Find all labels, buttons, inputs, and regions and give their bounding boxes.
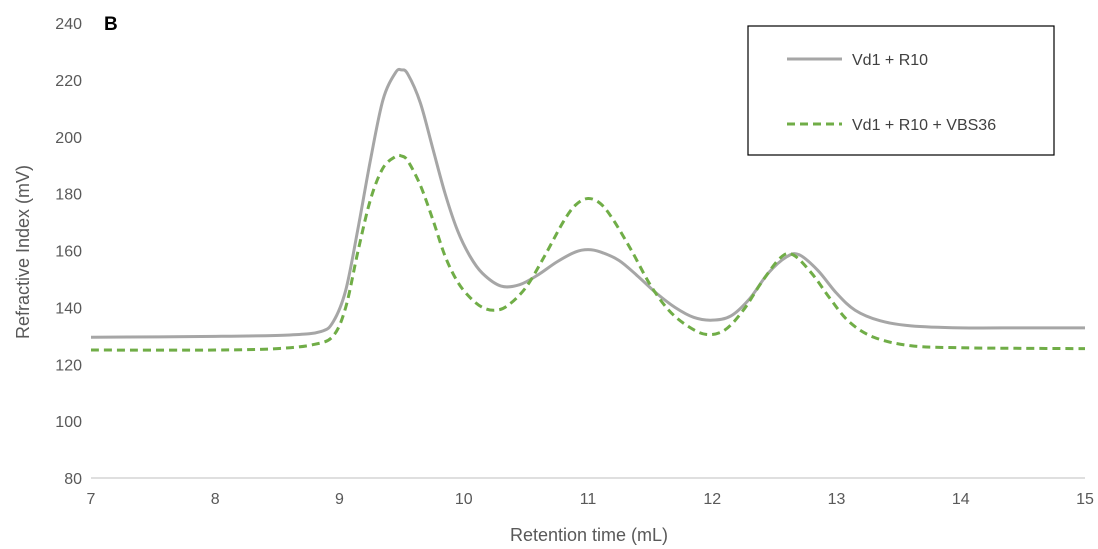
y-tick-label: 220 <box>55 73 82 90</box>
y-tick-label: 120 <box>55 357 82 374</box>
legend-box <box>747 25 1055 156</box>
legend: Vd1 + R10 Vd1 + R10 + VBS36 <box>747 25 1055 156</box>
x-tick-label: 11 <box>580 491 597 508</box>
panel-label: B <box>104 14 118 35</box>
y-tick-label: 180 <box>55 187 82 204</box>
x-tick-label: 13 <box>828 491 846 508</box>
x-tick-label: 15 <box>1076 491 1094 508</box>
legend-label-vd1-r10-vbs36: Vd1 + R10 + VBS36 <box>852 117 996 134</box>
series-line-vd1-r10-vbs36 <box>90 153 1086 352</box>
legend-label-vd1-r10: Vd1 + R10 <box>852 52 928 69</box>
x-tick-label: 10 <box>455 491 473 508</box>
y-tick-label: 140 <box>55 300 82 317</box>
x-tick-labels: 7 8 9 10 11 12 13 14 15 <box>87 491 1094 508</box>
x-tick-label: 14 <box>952 491 970 508</box>
x-tick-label: 12 <box>703 491 721 508</box>
y-tick-label: 200 <box>55 130 82 147</box>
x-tick-label: 9 <box>335 491 344 508</box>
y-tick-label: 240 <box>55 16 82 33</box>
y-tick-label: 160 <box>55 244 82 261</box>
y-axis-title: Refractive Index (mV) <box>13 165 33 339</box>
y-tick-labels: 80 100 120 140 160 180 200 220 240 <box>55 16 82 488</box>
x-axis-title: Retention time (mL) <box>510 525 668 545</box>
series-lines <box>90 67 1086 352</box>
x-tick-label: 7 <box>87 491 96 508</box>
y-tick-label: 100 <box>55 414 82 431</box>
y-tick-label: 80 <box>64 471 82 488</box>
x-tick-label: 8 <box>211 491 220 508</box>
series-line-vd1-r10 <box>90 67 1085 339</box>
